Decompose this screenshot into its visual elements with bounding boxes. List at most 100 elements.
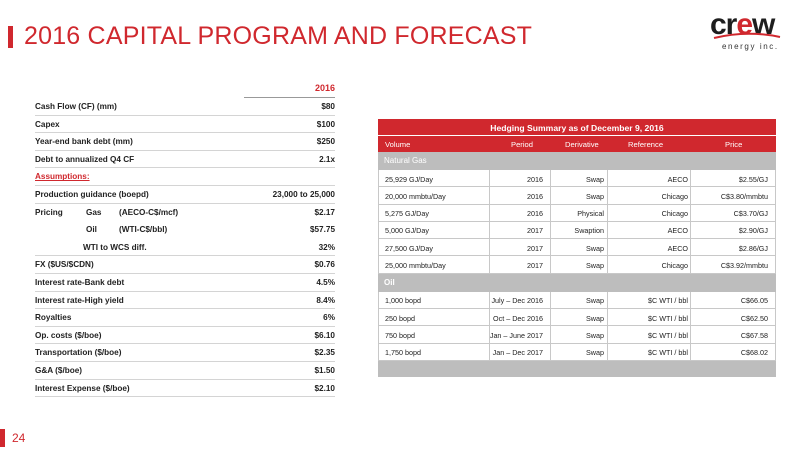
assumption-row: Royalties 6% <box>35 309 335 327</box>
cell-divider <box>690 326 691 343</box>
assumption-label: Debt to annualized Q4 CF <box>35 154 135 164</box>
assumption-label: Capex <box>35 119 60 129</box>
assumption-row: Year-end bank debt (mm) $250 <box>35 133 335 151</box>
assumption-label: Production guidance (boepd) <box>35 189 149 199</box>
cell-divider <box>489 309 490 326</box>
hedge-cell: $2.55/GJ <box>738 174 768 184</box>
cell-divider <box>489 239 490 256</box>
hedge-cell: Swap <box>586 348 604 358</box>
logo-tagline: energy inc. <box>722 42 779 51</box>
cell-divider <box>550 221 551 239</box>
hedge-cell: C$3.80/mmbtu <box>720 191 768 201</box>
hedge-cell: July – Dec 2016 <box>491 296 543 306</box>
cell-divider <box>690 170 691 187</box>
hedge-cell: 2016 <box>527 174 543 184</box>
assumption-row: Debt to annualized Q4 CF 2.1x <box>35 151 335 169</box>
assumption-value: $250 <box>316 137 335 147</box>
natural-gas-section: Natural Gas <box>378 152 776 170</box>
hedge-cell: $C WTI / bbl <box>648 296 688 306</box>
cell-divider <box>690 309 691 326</box>
hedge-cell: Jan – June 2017 <box>489 330 543 340</box>
hedge-cell: Swap <box>586 296 604 306</box>
assumption-value: $2.10 <box>314 383 336 393</box>
assumption-row: Cash Flow (CF) (mm) $80 <box>35 98 335 116</box>
cell-divider <box>550 187 551 204</box>
cell-divider <box>489 256 490 273</box>
cell-divider <box>550 326 551 343</box>
assumption-label: Assumptions: <box>35 172 90 182</box>
hedging-footer <box>378 360 776 377</box>
cell-divider <box>489 221 490 239</box>
assumption-value: $0.76 <box>314 260 336 270</box>
year-header: 2016 <box>244 82 335 98</box>
hedge-cell: 250 bopd <box>385 313 415 323</box>
hedge-cell: C$3.70/GJ <box>733 209 768 219</box>
hedge-row: 27,500 GJ/Day 2017 Swap AECO $2.86/GJ <box>378 239 776 257</box>
cell-divider <box>607 256 608 273</box>
assumption-row: WTI to WCS diff. 32% <box>35 239 335 257</box>
assumption-value: $2.17 <box>314 207 336 217</box>
hedge-cell: 27,500 GJ/Day <box>385 243 433 253</box>
hedge-cell: 1,750 bopd <box>385 348 421 358</box>
oil-section: Oil <box>378 273 776 292</box>
cell-divider <box>690 291 691 309</box>
hedge-row: 25,000 mmbtu/Day 2017 Swap Chicago C$3.92/mm… <box>378 256 776 274</box>
hedge-row: 1,000 bopd July – Dec 2016 Swap $C WTI / bb… <box>378 291 776 310</box>
hedge-cell: AECO <box>667 174 688 184</box>
cell-divider <box>489 291 490 309</box>
hedge-cell: Swap <box>586 191 604 201</box>
cell-divider <box>550 256 551 273</box>
cell-divider <box>690 204 691 221</box>
hedge-cell: Swap <box>586 260 604 270</box>
assumption-row: G&A ($/boe) $1.50 <box>35 362 335 380</box>
assumption-row: Op. costs ($/boe) $6.10 <box>35 327 335 345</box>
assumption-value: 8.4% <box>316 295 335 305</box>
assumption-value: $6.10 <box>314 330 336 340</box>
cell-divider <box>489 326 490 343</box>
hedge-cell: $C WTI / bbl <box>648 348 688 358</box>
capital-program-table: 2016 Cash Flow (CF) (mm) $80 Capex $100 Year… <box>35 82 336 398</box>
assumption-label: Royalties <box>35 313 72 323</box>
page-number: 24 <box>12 431 26 445</box>
col-derivative: Derivative <box>565 140 599 149</box>
assumption-unit: (AECO-C$/mcf) <box>119 207 179 217</box>
cell-divider <box>607 170 608 187</box>
assumption-value: $1.50 <box>314 365 336 375</box>
assumption-label: Op. costs ($/boe) <box>35 330 102 340</box>
assumption-row: Oil (WTI-C$/bbl) $57.75 <box>35 221 335 239</box>
assumption-value: 23,000 to 25,000 <box>272 189 335 199</box>
assumption-commodity: Gas <box>86 207 102 217</box>
assumption-value: $2.35 <box>314 348 336 358</box>
assumption-value: 4.5% <box>316 277 335 287</box>
hedge-cell: Swap <box>586 330 604 340</box>
cell-divider <box>607 239 608 256</box>
hedge-row: 5,275 GJ/Day 2016 Physical Chicago C$3.70/GJ <box>378 204 776 222</box>
hedge-cell: C$68.02 <box>740 348 768 358</box>
assumption-row: Assumptions: <box>35 168 335 186</box>
assumption-value: $80 <box>321 102 335 111</box>
hedge-cell: Chicago <box>661 191 688 201</box>
assumption-unit: (WTI-C$/bbl) <box>119 225 168 235</box>
hedge-cell: AECO <box>667 243 688 253</box>
hedge-cell: $2.90/GJ <box>738 226 768 236</box>
hedge-cell: 25,000 mmbtu/Day <box>385 260 446 270</box>
title-accent-bar <box>8 26 13 48</box>
cell-divider <box>690 239 691 256</box>
cell-divider <box>690 221 691 239</box>
cell-divider <box>550 343 551 360</box>
hedge-cell: 5,275 GJ/Day <box>385 209 429 219</box>
assumption-value: 6% <box>323 313 335 323</box>
assumption-row: Interest rate-High yield 8.4% <box>35 292 335 310</box>
assumption-label: Cash Flow (CF) (mm) <box>35 102 117 111</box>
hedge-cell: 25,929 GJ/Day <box>385 174 433 184</box>
hedging-title: Hedging Summary as of December 9, 2016 <box>378 119 776 135</box>
assumption-label: Interest Expense ($/boe) <box>35 383 130 393</box>
cell-divider <box>550 309 551 326</box>
hedge-row: 1,750 bopd Jan – Dec 2017 Swap $C WTI / bbl… <box>378 343 776 361</box>
hedge-cell: 2016 <box>527 209 543 219</box>
hedge-cell: 1,000 bopd <box>385 296 421 306</box>
hedge-cell: Swap <box>586 174 604 184</box>
hedge-cell: C$66.05 <box>740 296 768 306</box>
hedge-row: 25,929 GJ/Day 2016 Swap AECO $2.55/GJ <box>378 170 776 188</box>
hedge-cell: Swaption <box>574 226 604 236</box>
